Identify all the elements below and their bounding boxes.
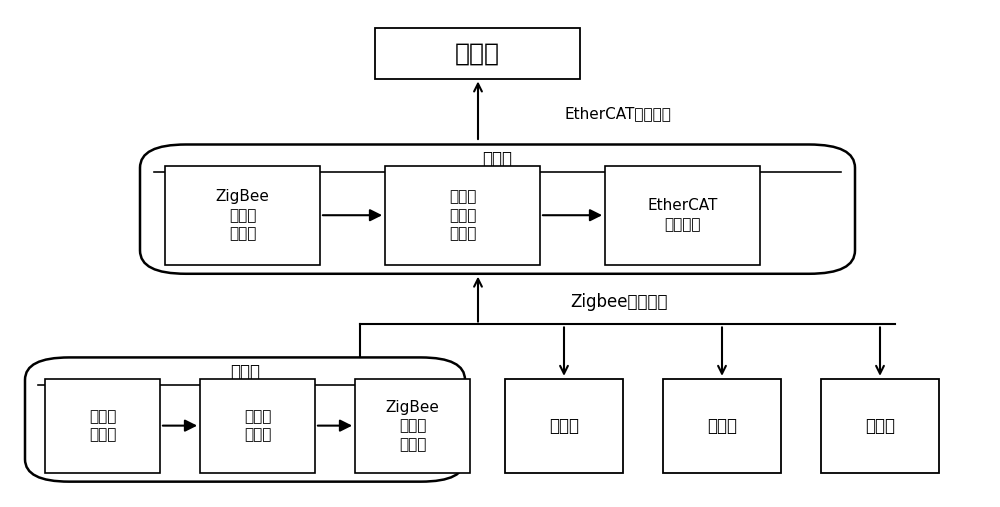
Text: EtherCAT传输技术: EtherCAT传输技术 [565, 106, 672, 122]
Text: 子节点: 子节点 [865, 417, 895, 434]
Text: 数据处
理模块: 数据处 理模块 [244, 409, 271, 443]
Bar [821, 379, 939, 473]
Text: 服务器: 服务器 [455, 41, 500, 65]
Text: 子节点: 子节点 [707, 417, 737, 434]
Bar [385, 166, 540, 265]
Bar [663, 379, 781, 473]
FancyBboxPatch shape [25, 357, 465, 482]
Text: Zigbee无线传输: Zigbee无线传输 [570, 293, 668, 311]
Text: 子节点: 子节点 [549, 417, 579, 434]
Text: EtherCAT
通讯模块: EtherCAT 通讯模块 [647, 198, 718, 232]
Bar [355, 379, 470, 473]
Text: 数据缓
冲和处
理模块: 数据缓 冲和处 理模块 [449, 189, 476, 241]
Bar [505, 379, 623, 473]
Bar [605, 166, 760, 265]
Text: 总节点: 总节点 [482, 150, 512, 168]
FancyBboxPatch shape [140, 144, 855, 274]
Text: 子节点: 子节点 [230, 363, 260, 381]
Text: 数据采
集模块: 数据采 集模块 [89, 409, 116, 443]
Bar [165, 166, 320, 265]
Text: ZigBee
无线发
射模块: ZigBee 无线发 射模块 [386, 400, 439, 452]
Bar [200, 379, 315, 473]
Bar [45, 379, 160, 473]
Bar [375, 28, 580, 79]
Text: ZigBee
无线接
收模块: ZigBee 无线接 收模块 [216, 189, 269, 241]
